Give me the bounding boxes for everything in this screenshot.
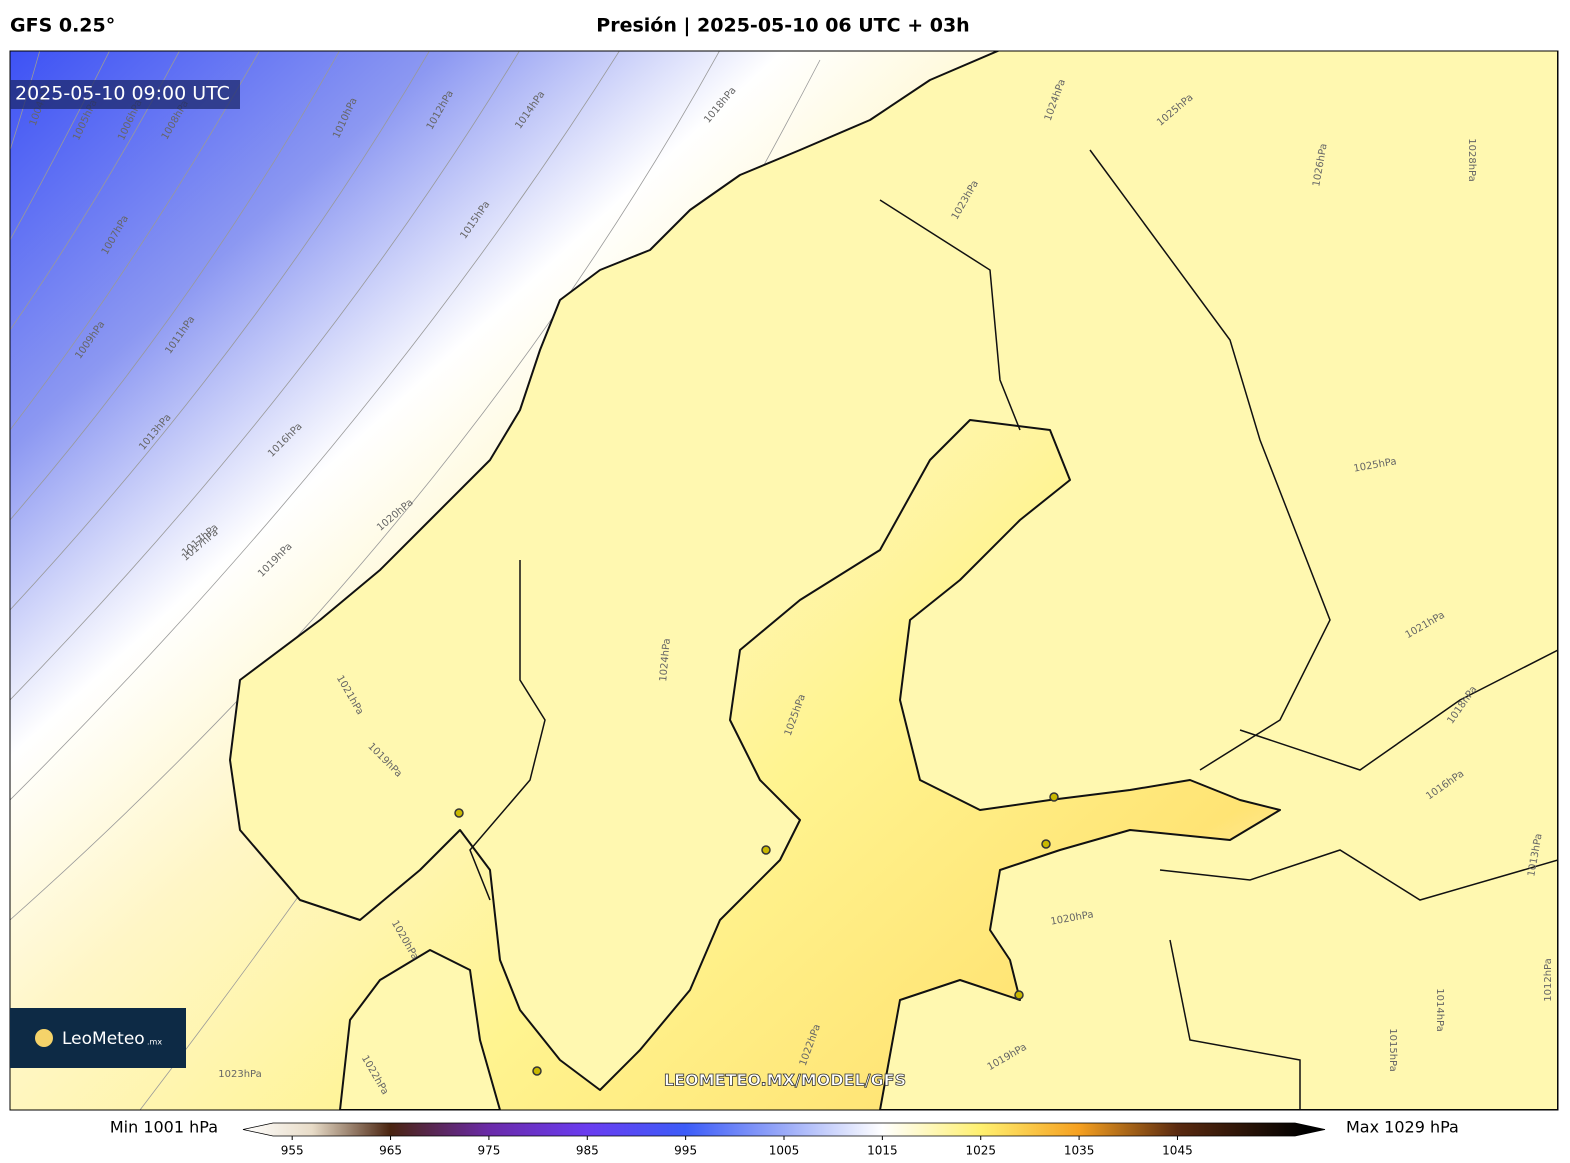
logo-text: LeoMeteo (62, 1029, 145, 1049)
colorbar-tick-label: 1025 (965, 1144, 996, 1158)
colorbar: 955 965 975 985 995 1005 1015 1025 1035 1045 (242, 1122, 1326, 1158)
colorbar-tick-label: 975 (477, 1144, 500, 1158)
isobar-label: 1023hPa (218, 1069, 262, 1080)
logo-sun (35, 1029, 53, 1047)
colorbar-tick-label: 1045 (1162, 1144, 1193, 1158)
colorbar-bar (242, 1122, 1326, 1137)
borders (469, 149, 1558, 1110)
logo: LeoMeteo .mx (10, 1008, 186, 1068)
colorbar-tick-label: 1015 (867, 1144, 898, 1158)
model-name: GFS 0.25° (10, 15, 115, 37)
colorbar-tick-label: 1005 (769, 1144, 800, 1158)
colorbar-tick-label: 985 (576, 1144, 599, 1158)
min-label: Min 1001 hPa (110, 1118, 218, 1137)
watermark: LEOMETEO.MX/MODEL/GFS (664, 1071, 906, 1090)
colorbar-tick-label: 965 (379, 1144, 402, 1158)
isobar-label: 1028hPa (1466, 138, 1477, 182)
colorbar-tick-label: 955 (281, 1144, 304, 1158)
coastlines (229, 51, 1558, 1110)
isobar-label: 1014hPa (1434, 988, 1445, 1032)
map: 1004hPa1005hPa1006hPa1007hPa1008hPa1009h… (10, 51, 1558, 1110)
colorbar-tick-label: 1035 (1064, 1144, 1095, 1158)
timestamp: 2025-05-10 09:00 UTC (15, 83, 230, 105)
cities (454, 792, 1059, 1076)
chart-title: Presión | 2025-05-10 06 UTC + 03h (596, 15, 969, 37)
timestamp-box (10, 80, 240, 109)
map-frame (9, 50, 1559, 1111)
isobar-label: 1015hPa (1387, 1028, 1398, 1072)
isobar-label: 1024hPa (658, 638, 673, 682)
logo-suffix: .mx (147, 1038, 162, 1047)
isobar-label: 1012hPa (1543, 958, 1554, 1002)
max-label: Max 1029 hPa (1346, 1118, 1459, 1137)
colorbar-tick-label: 995 (674, 1144, 697, 1158)
